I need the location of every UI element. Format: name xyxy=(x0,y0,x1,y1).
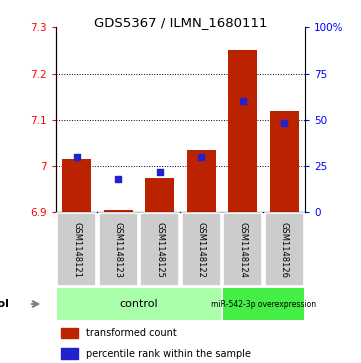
Bar xyxy=(62,159,91,212)
Bar xyxy=(57,213,96,286)
Point xyxy=(116,176,121,182)
Text: percentile rank within the sample: percentile rank within the sample xyxy=(86,349,251,359)
Text: GSM1148123: GSM1148123 xyxy=(114,221,123,278)
Point xyxy=(240,98,245,104)
Text: GSM1148125: GSM1148125 xyxy=(155,222,164,277)
Text: GSM1148124: GSM1148124 xyxy=(238,222,247,277)
Bar xyxy=(104,210,133,212)
Text: transformed count: transformed count xyxy=(86,328,177,338)
Point xyxy=(157,169,162,175)
Text: GDS5367 / ILMN_1680111: GDS5367 / ILMN_1680111 xyxy=(94,16,267,29)
Bar xyxy=(182,213,221,286)
Bar xyxy=(61,327,78,338)
Bar xyxy=(140,213,179,286)
Text: protocol: protocol xyxy=(0,299,9,309)
Text: GSM1148121: GSM1148121 xyxy=(72,222,81,277)
Text: miR-542-3p overexpression: miR-542-3p overexpression xyxy=(211,299,316,309)
Bar xyxy=(99,213,138,286)
Point xyxy=(282,121,287,126)
Point xyxy=(74,154,80,160)
Bar xyxy=(228,50,257,212)
Bar xyxy=(61,348,78,359)
Bar xyxy=(187,150,216,212)
Bar xyxy=(223,213,262,286)
Text: control: control xyxy=(120,299,158,309)
Point xyxy=(199,154,204,160)
Bar xyxy=(145,178,174,212)
Text: GSM1148126: GSM1148126 xyxy=(280,221,289,278)
Text: GSM1148122: GSM1148122 xyxy=(197,222,206,277)
Bar xyxy=(270,110,299,212)
Bar xyxy=(265,213,304,286)
Bar xyxy=(223,288,304,320)
Bar xyxy=(57,288,221,320)
